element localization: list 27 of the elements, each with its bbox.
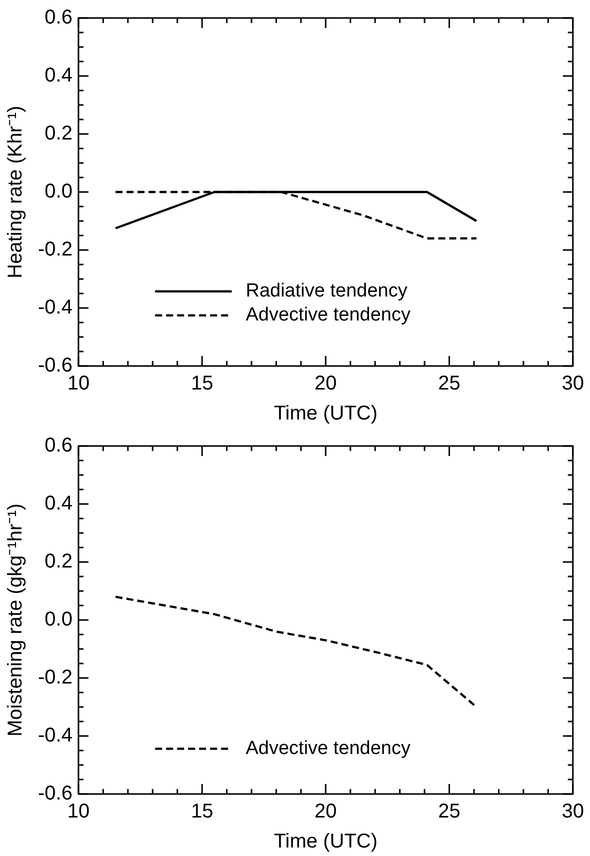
- legend-label: Advective tendency: [246, 738, 411, 759]
- x-tick-label: 25: [438, 800, 460, 823]
- y-axis-title: Moistening rate (gkg⁻¹hr⁻¹): [4, 504, 27, 736]
- y-tick-label: 0.4: [44, 492, 72, 515]
- y-tick-label: -0.4: [38, 296, 72, 319]
- x-tick-label: 20: [314, 800, 337, 823]
- y-tick-label: 0.2: [44, 122, 72, 145]
- y-tick-label: 0.2: [44, 550, 72, 573]
- x-tick-label: 25: [438, 372, 460, 395]
- x-tick-label: 30: [562, 372, 584, 395]
- legend-label: Advective tendency: [246, 304, 411, 326]
- y-tick-label: -0.2: [38, 666, 72, 689]
- y-tick-label: 0.4: [44, 64, 72, 87]
- y-axis-title: Heating rate (Khr⁻¹): [4, 106, 27, 278]
- y-tick-label: -0.4: [38, 724, 72, 747]
- y-tick-label: 0.0: [44, 608, 72, 631]
- y-tick-label: -0.2: [38, 238, 72, 261]
- y-tick-label: 0.0: [44, 180, 72, 203]
- x-tick-label: 20: [314, 372, 337, 395]
- y-tick-label: 0.6: [44, 6, 72, 29]
- x-axis-title: Time (UTC): [274, 830, 378, 853]
- y-tick-label: 0.6: [44, 434, 72, 457]
- x-tick-label: 15: [190, 372, 214, 395]
- x-tick-label: 30: [562, 800, 584, 823]
- x-axis-title: Time (UTC): [274, 402, 378, 425]
- legend-label: Radiative tendency: [246, 280, 408, 302]
- x-tick-label: 15: [190, 800, 214, 823]
